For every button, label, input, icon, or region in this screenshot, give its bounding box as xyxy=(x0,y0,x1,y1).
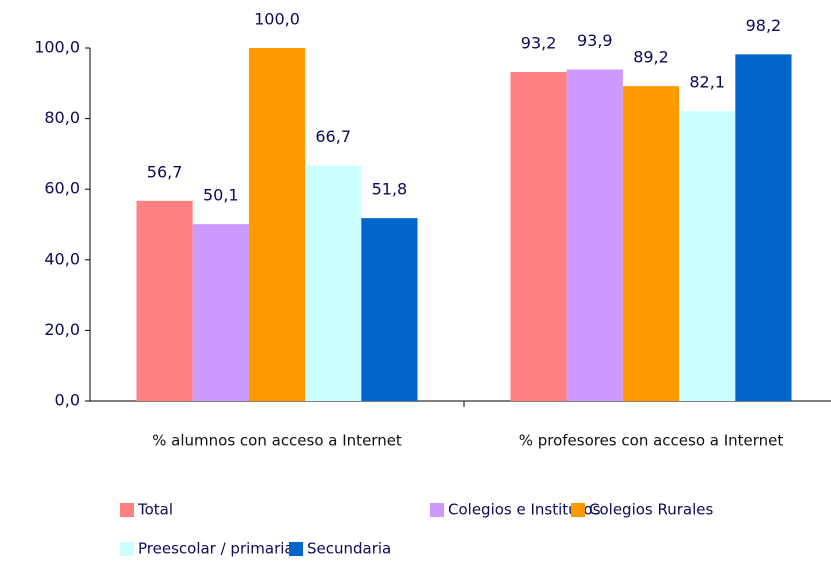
legend-swatch xyxy=(120,542,134,556)
bar xyxy=(735,54,792,401)
legend-label: Secundaria xyxy=(307,540,391,558)
value-label: 89,2 xyxy=(633,48,669,67)
bar xyxy=(510,72,567,401)
bar xyxy=(248,48,306,401)
value-label: 50,1 xyxy=(203,186,239,205)
value-label: 82,1 xyxy=(689,73,725,92)
value-label: 93,2 xyxy=(521,34,557,53)
x-tick-label: % profesores con acceso a Internet xyxy=(519,432,784,450)
bar xyxy=(136,200,193,401)
value-label: 98,2 xyxy=(746,16,782,35)
legend-swatch xyxy=(430,503,444,517)
y-tick-label: 40,0 xyxy=(44,249,80,268)
y-tick-label: 60,0 xyxy=(44,179,80,198)
y-tick-label: 0,0 xyxy=(55,391,80,410)
bar xyxy=(622,86,680,402)
legend-label: Colegios e Institutos xyxy=(448,501,601,519)
legend-swatch xyxy=(571,503,585,517)
value-label: 51,8 xyxy=(372,180,408,199)
legend-swatch xyxy=(289,542,303,556)
y-tick-label: 80,0 xyxy=(44,108,80,127)
value-label: 66,7 xyxy=(315,127,351,146)
value-label: 56,7 xyxy=(147,162,183,181)
y-tick-label: 100,0 xyxy=(34,38,80,57)
bar xyxy=(361,218,418,401)
value-label: 100,0 xyxy=(254,10,300,29)
bar xyxy=(566,69,623,402)
legend-swatch xyxy=(120,503,134,517)
bar xyxy=(679,111,736,401)
bar xyxy=(305,165,362,401)
y-tick-label: 20,0 xyxy=(44,320,80,339)
legend-label: Preescolar / primaria xyxy=(138,540,294,558)
legend-label: Colegios Rurales xyxy=(589,501,714,519)
legend-label: Total xyxy=(137,501,173,519)
bar xyxy=(192,224,249,401)
value-label: 93,9 xyxy=(577,31,613,50)
x-tick-label: % alumnos con acceso a Internet xyxy=(152,432,402,450)
